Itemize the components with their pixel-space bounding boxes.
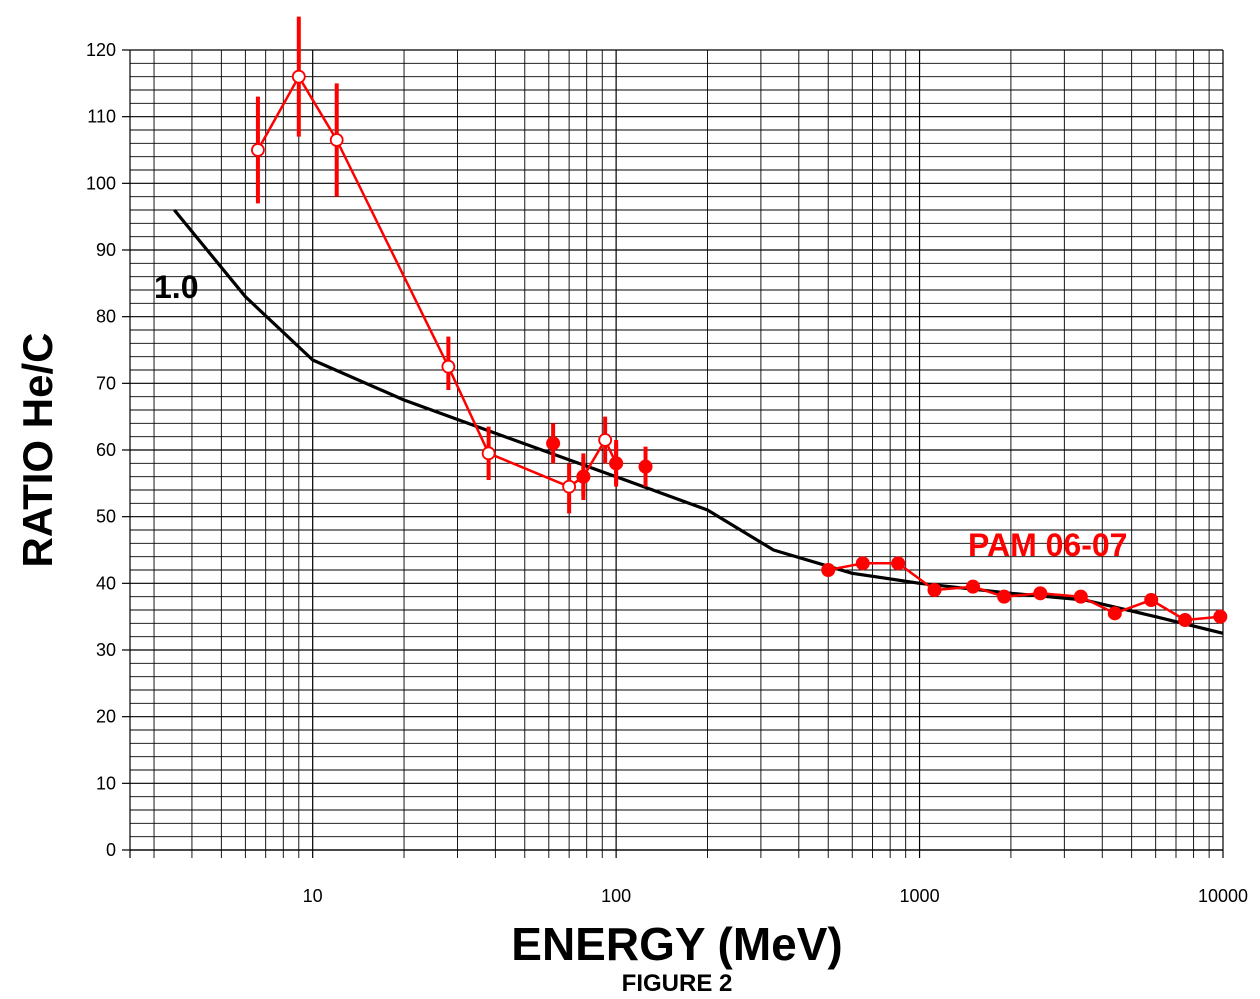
data-point (1107, 606, 1122, 621)
data-point (1144, 593, 1159, 607)
y-tick-label: 90 (96, 240, 116, 260)
data-point (441, 359, 456, 374)
data-point (1073, 589, 1088, 604)
x-tick-label: 100 (601, 886, 631, 906)
series-1 (251, 16, 624, 514)
series-label-model: 1.0 (154, 269, 198, 305)
series-line (256, 75, 618, 488)
data-point (481, 446, 496, 461)
y-tick-labels: 0 10 20 30 40 50 60 70 80 90 100 110 120 (86, 40, 116, 860)
x-tick-label: 10 (303, 886, 323, 906)
y-tick-label: 40 (96, 573, 116, 593)
y-tick-label: 50 (96, 507, 116, 527)
x-tick-label: 10000 (1198, 886, 1248, 906)
y-tick-label: 10 (96, 773, 116, 793)
data-point (329, 133, 344, 147)
x-tick-labels: 10 100 1000 10000 (303, 886, 1248, 906)
data-point (291, 69, 306, 84)
data-point (965, 579, 980, 594)
y-tick-label: 30 (96, 640, 116, 660)
data-point (927, 583, 942, 597)
data-point (1213, 609, 1228, 624)
x-tick-label: 1000 (900, 886, 940, 906)
series-line (173, 208, 1224, 635)
data-point (855, 556, 870, 571)
data-point (576, 469, 591, 484)
y-tick-label: 80 (96, 307, 116, 327)
data-point (821, 563, 836, 577)
series-3 (821, 556, 1228, 627)
data-point (562, 479, 577, 494)
data-point (609, 456, 624, 471)
data-point (997, 589, 1012, 604)
series-line (827, 562, 1221, 622)
data-point (891, 556, 906, 571)
y-tick-label: 60 (96, 440, 116, 460)
series-0 (173, 208, 1224, 635)
series (173, 16, 1228, 635)
data-point (1178, 613, 1193, 627)
y-tick-label: 120 (86, 40, 116, 60)
y-tick-label: 110 (87, 107, 116, 127)
figure-caption: FIGURE 2 (622, 970, 733, 997)
x-axis-label: ENERGY (MeV) (511, 918, 842, 970)
y-tick-label: 20 (96, 707, 116, 727)
y-axis-label: RATIO He/C (14, 333, 61, 568)
series-label-pam: PAM 06-07 (968, 527, 1127, 563)
data-point (638, 459, 653, 474)
series-2 (546, 423, 653, 497)
axes (122, 49, 1223, 858)
y-tick-label: 100 (86, 173, 116, 193)
grid (130, 49, 1224, 858)
data-point (1033, 586, 1048, 601)
data-point (598, 433, 613, 447)
y-tick-label: 70 (96, 373, 116, 393)
data-point (251, 143, 265, 157)
y-tick-label: 0 (106, 840, 116, 860)
data-point (546, 436, 561, 451)
